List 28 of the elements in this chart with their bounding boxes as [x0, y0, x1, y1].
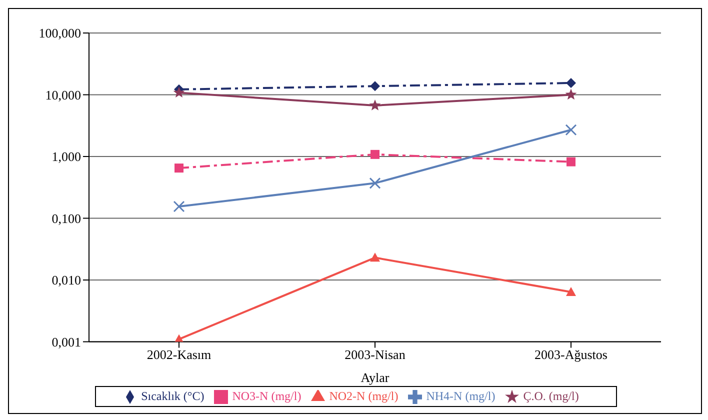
- y-tick-label: 0,100: [52, 210, 81, 226]
- point: [173, 86, 185, 98]
- legend-label: NO2-N (mg/l): [329, 388, 398, 403]
- point: [566, 78, 576, 88]
- x-tick-label: 2002-Kasım: [146, 346, 212, 362]
- legend-label: Ç.O. (mg/l): [523, 388, 579, 403]
- point: [370, 252, 380, 262]
- y-tick-label: 0,001: [52, 334, 81, 350]
- legend-label: Sıcaklık (°C): [141, 388, 204, 403]
- point: [565, 88, 577, 100]
- point: [566, 286, 576, 296]
- point: [566, 157, 576, 166]
- point: [369, 99, 381, 110]
- x-axis-title: Aylar: [360, 370, 390, 385]
- y-tick-label: 10,000: [45, 87, 81, 102]
- x-tick-label: 2003-Ağustos: [534, 346, 608, 362]
- point: [370, 150, 380, 159]
- legend-label: NO3-N (mg/l): [232, 388, 302, 403]
- point: [370, 81, 380, 92]
- point: [173, 200, 185, 212]
- y-tick-label: 100,000: [38, 26, 81, 41]
- legend-label: NH4-N (mg/l): [426, 388, 496, 403]
- point: [369, 177, 381, 189]
- point: [565, 124, 577, 136]
- x-tick-label: 2003-Nisan: [344, 346, 406, 362]
- y-tick-label: 1,000: [52, 149, 81, 164]
- y-tick-label: 0,010: [52, 272, 81, 288]
- point: [174, 164, 184, 173]
